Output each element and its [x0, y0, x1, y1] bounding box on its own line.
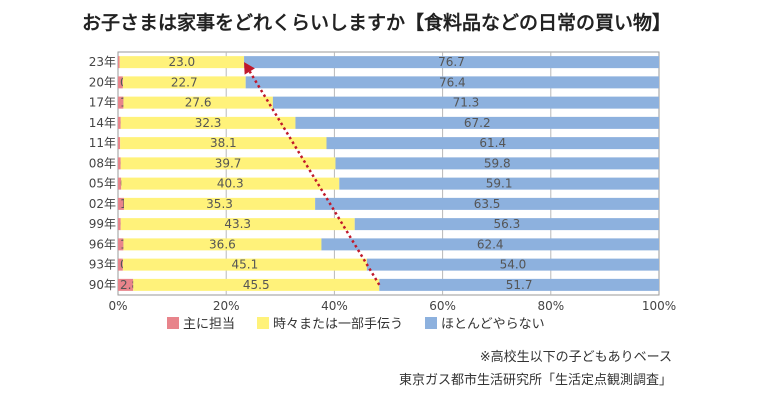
bar-segment — [335, 157, 659, 170]
bar-segment — [123, 96, 273, 109]
x-tick-label: 100% — [642, 299, 676, 313]
bar-segment — [118, 218, 121, 231]
data-label: 71.3 — [453, 96, 480, 110]
bar-segment — [120, 116, 296, 129]
legend-label: 時々または一部手伝う — [273, 317, 404, 332]
bar-segment — [123, 197, 316, 210]
data-label: 67.2 — [464, 116, 491, 130]
y-category-label: 17年 — [89, 96, 116, 110]
legend-swatch — [425, 316, 438, 329]
y-category-label: 93年 — [89, 258, 116, 272]
bar-segment — [122, 76, 246, 89]
bar-segment — [272, 96, 659, 109]
bar-segment — [321, 238, 659, 251]
plot-frame — [117, 51, 660, 296]
bar-segment — [118, 157, 121, 170]
bar-segment — [118, 258, 123, 271]
data-label: 32.3 — [195, 116, 222, 130]
data-label: 54.0 — [500, 258, 527, 272]
data-label: 45.1 — [232, 258, 259, 272]
data-label: 76.7 — [438, 55, 465, 69]
bar-segment — [118, 197, 124, 210]
data-label: 39.7 — [215, 156, 242, 170]
bar-segment — [123, 238, 322, 251]
bar-segment — [244, 56, 660, 69]
x-tick-label: 0% — [108, 299, 127, 313]
legend-label: 主に担当 — [183, 317, 236, 332]
source-credit: 東京ガス都市生活研究所「生活定点観測調査」 — [398, 373, 672, 388]
data-label: 56.3 — [494, 217, 521, 231]
legend-item: 主に担当 — [167, 313, 235, 332]
data-label: 38.1 — [210, 136, 237, 150]
bar-segment — [379, 278, 659, 291]
y-category-label: 08年 — [89, 156, 116, 170]
y-category-label: 02年 — [89, 197, 116, 211]
y-category-label: 99年 — [89, 217, 116, 231]
bar-segment — [354, 218, 659, 231]
bar-segment — [120, 137, 327, 150]
bar-segment — [118, 116, 121, 129]
legend-swatch — [257, 316, 270, 329]
trend-arrow-head — [244, 62, 255, 75]
bar-segment — [245, 76, 659, 89]
data-label: 51.7 — [506, 278, 533, 292]
x-tick-label: 80% — [537, 299, 564, 313]
data-label: 63.5 — [474, 197, 501, 211]
bar-segment — [366, 258, 659, 271]
bar-segment — [118, 177, 122, 190]
data-label: 27.6 — [185, 96, 212, 110]
bar-segment — [118, 238, 124, 251]
y-category-label: 14年 — [89, 116, 116, 130]
bar-segment — [121, 177, 340, 190]
data-label: 59.1 — [486, 177, 513, 191]
data-label: 35.3 — [206, 197, 233, 211]
y-category-label: 20年 — [89, 75, 116, 89]
data-label: 22.7 — [171, 75, 198, 89]
y-category-label: 96年 — [89, 237, 116, 251]
bar-segment — [120, 218, 355, 231]
data-label: 43.3 — [224, 217, 251, 231]
x-tick-label: 60% — [429, 299, 456, 313]
x-tick-label: 20% — [213, 299, 240, 313]
y-category-label: 11年 — [89, 136, 116, 150]
x-tick-label: 40% — [321, 299, 348, 313]
bar-segment — [315, 197, 659, 210]
base-note: ※高校生以下の子どもありベース — [479, 350, 672, 365]
bar-segment — [118, 76, 123, 89]
y-category-label: 90年 — [89, 278, 116, 292]
bar-segment — [326, 137, 659, 150]
bar-segment — [118, 56, 120, 69]
legend-item: 時々または一部手伝う — [257, 313, 403, 332]
data-label: 40.3 — [217, 177, 244, 191]
data-label: 62.4 — [477, 237, 504, 251]
data-label: 59.8 — [484, 156, 511, 170]
bar-segment — [339, 177, 659, 190]
bar-segment — [118, 137, 121, 150]
bar-segment — [120, 157, 336, 170]
legend-label: ほとんどやらない — [441, 317, 545, 332]
data-label: 76.4 — [439, 75, 466, 89]
data-label: 36.6 — [209, 237, 236, 251]
bar-segment — [122, 258, 367, 271]
y-category-label: 23年 — [89, 55, 116, 69]
data-label: 23.0 — [168, 55, 195, 69]
bar-segment — [118, 96, 124, 109]
bar-segment — [295, 116, 659, 129]
chart-title: お子さまは家事をどれくらいしますか【食料品などの日常の買い物】 — [82, 12, 672, 34]
data-label: 45.5 — [243, 278, 270, 292]
bar-segment — [133, 278, 380, 291]
legend: 主に担当 時々または一部手伝う ほとんどやらない — [167, 313, 567, 333]
legend-item: ほとんどやらない — [425, 313, 545, 332]
y-category-label: 05年 — [89, 177, 116, 191]
legend-swatch — [167, 316, 179, 329]
data-label: 61.4 — [479, 136, 506, 150]
bar-segment — [119, 56, 245, 69]
bar-segment — [118, 278, 134, 291]
